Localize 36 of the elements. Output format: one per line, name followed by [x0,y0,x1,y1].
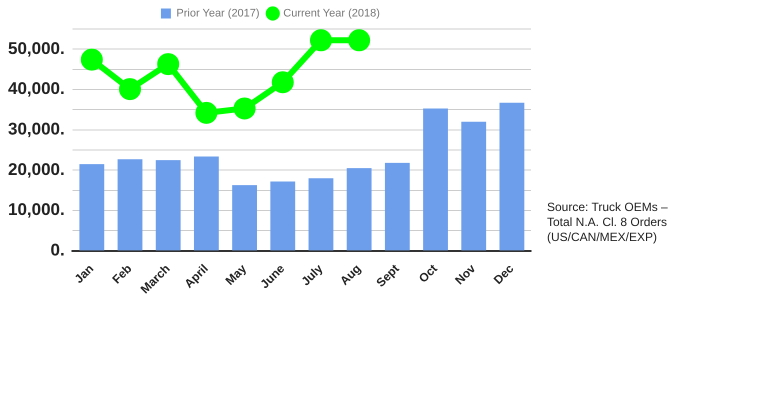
source-note: Source: Truck OEMs – Total N.A. Cl. 8 Orders (US/CAN/MEX/EXP) [547,200,668,245]
legend-label: Prior Year (2017) [176,8,260,20]
y-tick-label: 30,000. [8,120,65,139]
y-tick-label: 0. [50,240,65,260]
x-tick-label: Nov [452,261,478,288]
point [348,29,370,52]
point [80,48,103,71]
point [234,97,256,120]
point [195,102,218,124]
bar [79,164,104,250]
x-tick-label: Jan [72,261,96,286]
x-tick-label: Feb [109,261,134,286]
y-tick-label: 50,000. [8,38,65,58]
point [119,78,142,100]
bar [270,181,296,250]
bar [423,108,448,250]
x-tick-label: Aug [337,261,364,288]
point [272,71,294,94]
legend-label: Current Year (2018) [283,8,380,20]
point [310,29,332,52]
bar [118,159,142,250]
bar [194,156,219,250]
y-tick-label: 10,000. [8,200,65,220]
x-tick-label: May [222,261,250,288]
bar [308,178,334,250]
bar [499,102,524,250]
bar [232,185,257,250]
y-tick-label: 40,000. [8,79,65,98]
point [157,53,180,76]
bar [461,122,486,250]
y-tick-label: 20,000. [8,160,65,179]
bar [156,160,181,250]
bar [384,162,410,250]
x-tick-label: Dec [490,261,517,287]
bar [346,168,372,250]
x-tick-label: Oct [416,261,440,286]
